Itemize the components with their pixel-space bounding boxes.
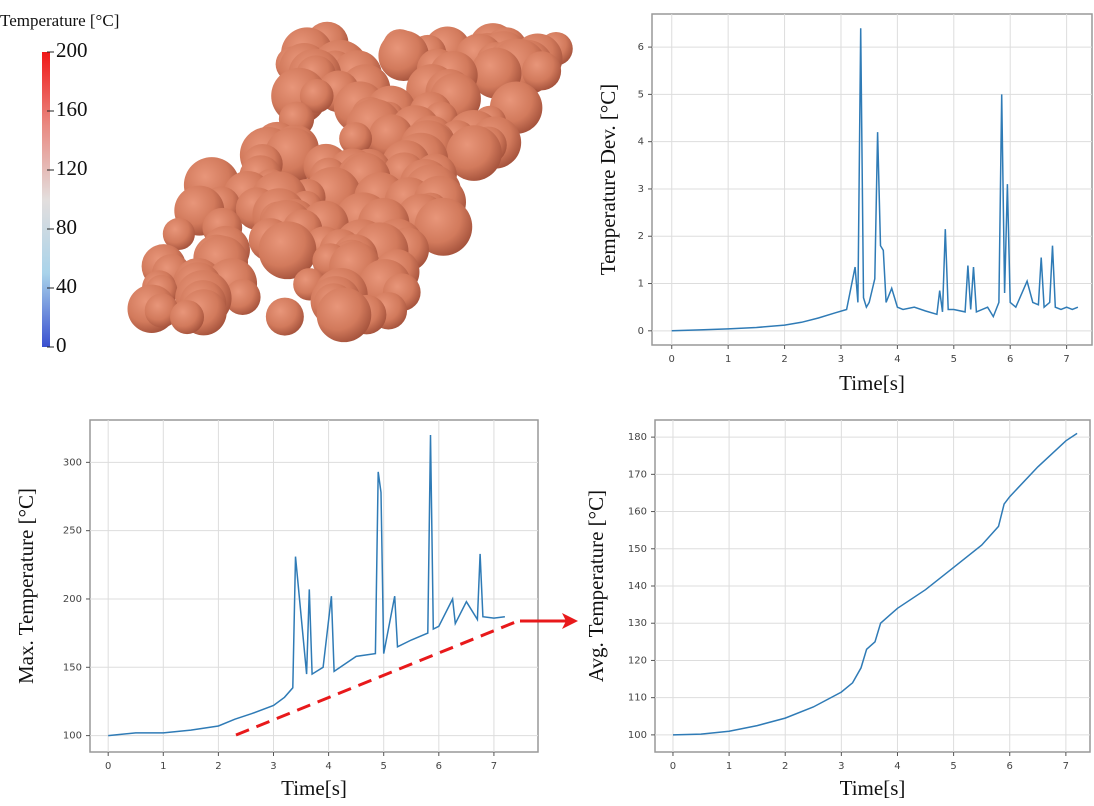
particle: [446, 125, 502, 181]
y-tick-label: 170: [628, 469, 647, 480]
data-line: [108, 434, 505, 737]
particle: [299, 79, 334, 113]
y-tick-label: 4: [638, 137, 644, 148]
y-tick-label: 130: [628, 618, 647, 629]
data-line: [672, 432, 1078, 736]
particle: [316, 287, 372, 343]
x-tick-label: 6: [1007, 761, 1013, 772]
trend-annotation: [235, 619, 519, 737]
x-tick-label: 6: [436, 761, 442, 772]
y-tick-label: 3: [638, 184, 644, 195]
y-tick-label: 2: [638, 231, 644, 242]
arrow-head: [562, 613, 578, 629]
x-tick-label: 0: [669, 354, 675, 365]
x-axis-label: Time[s]: [839, 371, 905, 395]
y-tick-label: 140: [628, 581, 647, 592]
particle: [258, 221, 317, 280]
x-axis-label: Time[s]: [840, 776, 906, 800]
y-tick-label: 0: [638, 326, 644, 337]
y-tick-label: 6: [638, 42, 644, 53]
y-tick-label: 300: [63, 457, 82, 468]
x-tick-label: 4: [325, 761, 331, 772]
colorbar-tick-label: 0: [56, 333, 67, 357]
particle: [414, 197, 473, 256]
x-tick-label: 3: [838, 761, 844, 772]
y-tick-label: 120: [628, 655, 647, 666]
colorbar-tick-label: 120: [56, 156, 88, 180]
y-tick-label: 100: [63, 731, 82, 742]
colorbar-tick-label: 40: [56, 274, 77, 298]
y-tick-label: 100: [628, 730, 647, 741]
y-tick-label: 110: [628, 693, 647, 704]
y-tick-label: 1: [638, 279, 644, 290]
particle: [378, 30, 429, 81]
colorbar-tick-label: 160: [56, 97, 88, 121]
particle: [339, 122, 373, 156]
x-tick-label: 0: [670, 761, 676, 772]
x-tick-label: 5: [381, 761, 387, 772]
x-tick-label: 1: [160, 761, 166, 772]
x-tick-label: 2: [782, 761, 788, 772]
x-tick-label: 6: [1007, 354, 1013, 365]
x-tick-label: 7: [491, 761, 497, 772]
colorbar-title: Temperature [°C]: [0, 11, 119, 30]
colorbar: [42, 52, 50, 347]
x-tick-label: 4: [894, 761, 900, 772]
x-tick-label: 1: [726, 761, 732, 772]
y-tick-label: 5: [638, 89, 644, 100]
particle: [265, 297, 304, 336]
particle: [224, 278, 261, 315]
data-line: [671, 28, 1079, 332]
x-tick-label: 0: [105, 761, 111, 772]
particle: [521, 51, 562, 91]
x-tick-label: 7: [1063, 761, 1069, 772]
x-tick-label: 3: [838, 354, 844, 365]
plot-area: [651, 13, 1093, 346]
particle: [162, 217, 195, 250]
y-tick-label: 160: [628, 507, 647, 518]
x-tick-label: 1: [725, 354, 731, 365]
x-tick-label: 2: [781, 354, 787, 365]
x-tick-label: 5: [951, 354, 957, 365]
x-tick-label: 2: [215, 761, 221, 772]
x-tick-label: 3: [270, 761, 276, 772]
x-axis-label: Time[s]: [281, 776, 347, 800]
y-axis-label: Temperature Dev. [°C]: [596, 84, 620, 276]
y-axis-label: Max. Temperature [°C]: [14, 488, 38, 684]
colorbar-tick-label: 200: [56, 38, 88, 62]
particle-render: [127, 21, 573, 343]
x-tick-label: 5: [950, 761, 956, 772]
y-tick-label: 180: [628, 432, 647, 443]
plot-area: [89, 419, 539, 753]
y-tick-label: 200: [63, 594, 82, 605]
particle: [170, 300, 205, 335]
y-axis-label: Avg. Temperature [°C]: [584, 490, 608, 682]
y-tick-label: 250: [63, 526, 82, 537]
x-tick-label: 4: [894, 354, 900, 365]
y-tick-label: 150: [63, 662, 82, 673]
y-tick-label: 150: [628, 544, 647, 555]
x-tick-label: 7: [1063, 354, 1069, 365]
colorbar-tick-label: 80: [56, 215, 77, 239]
